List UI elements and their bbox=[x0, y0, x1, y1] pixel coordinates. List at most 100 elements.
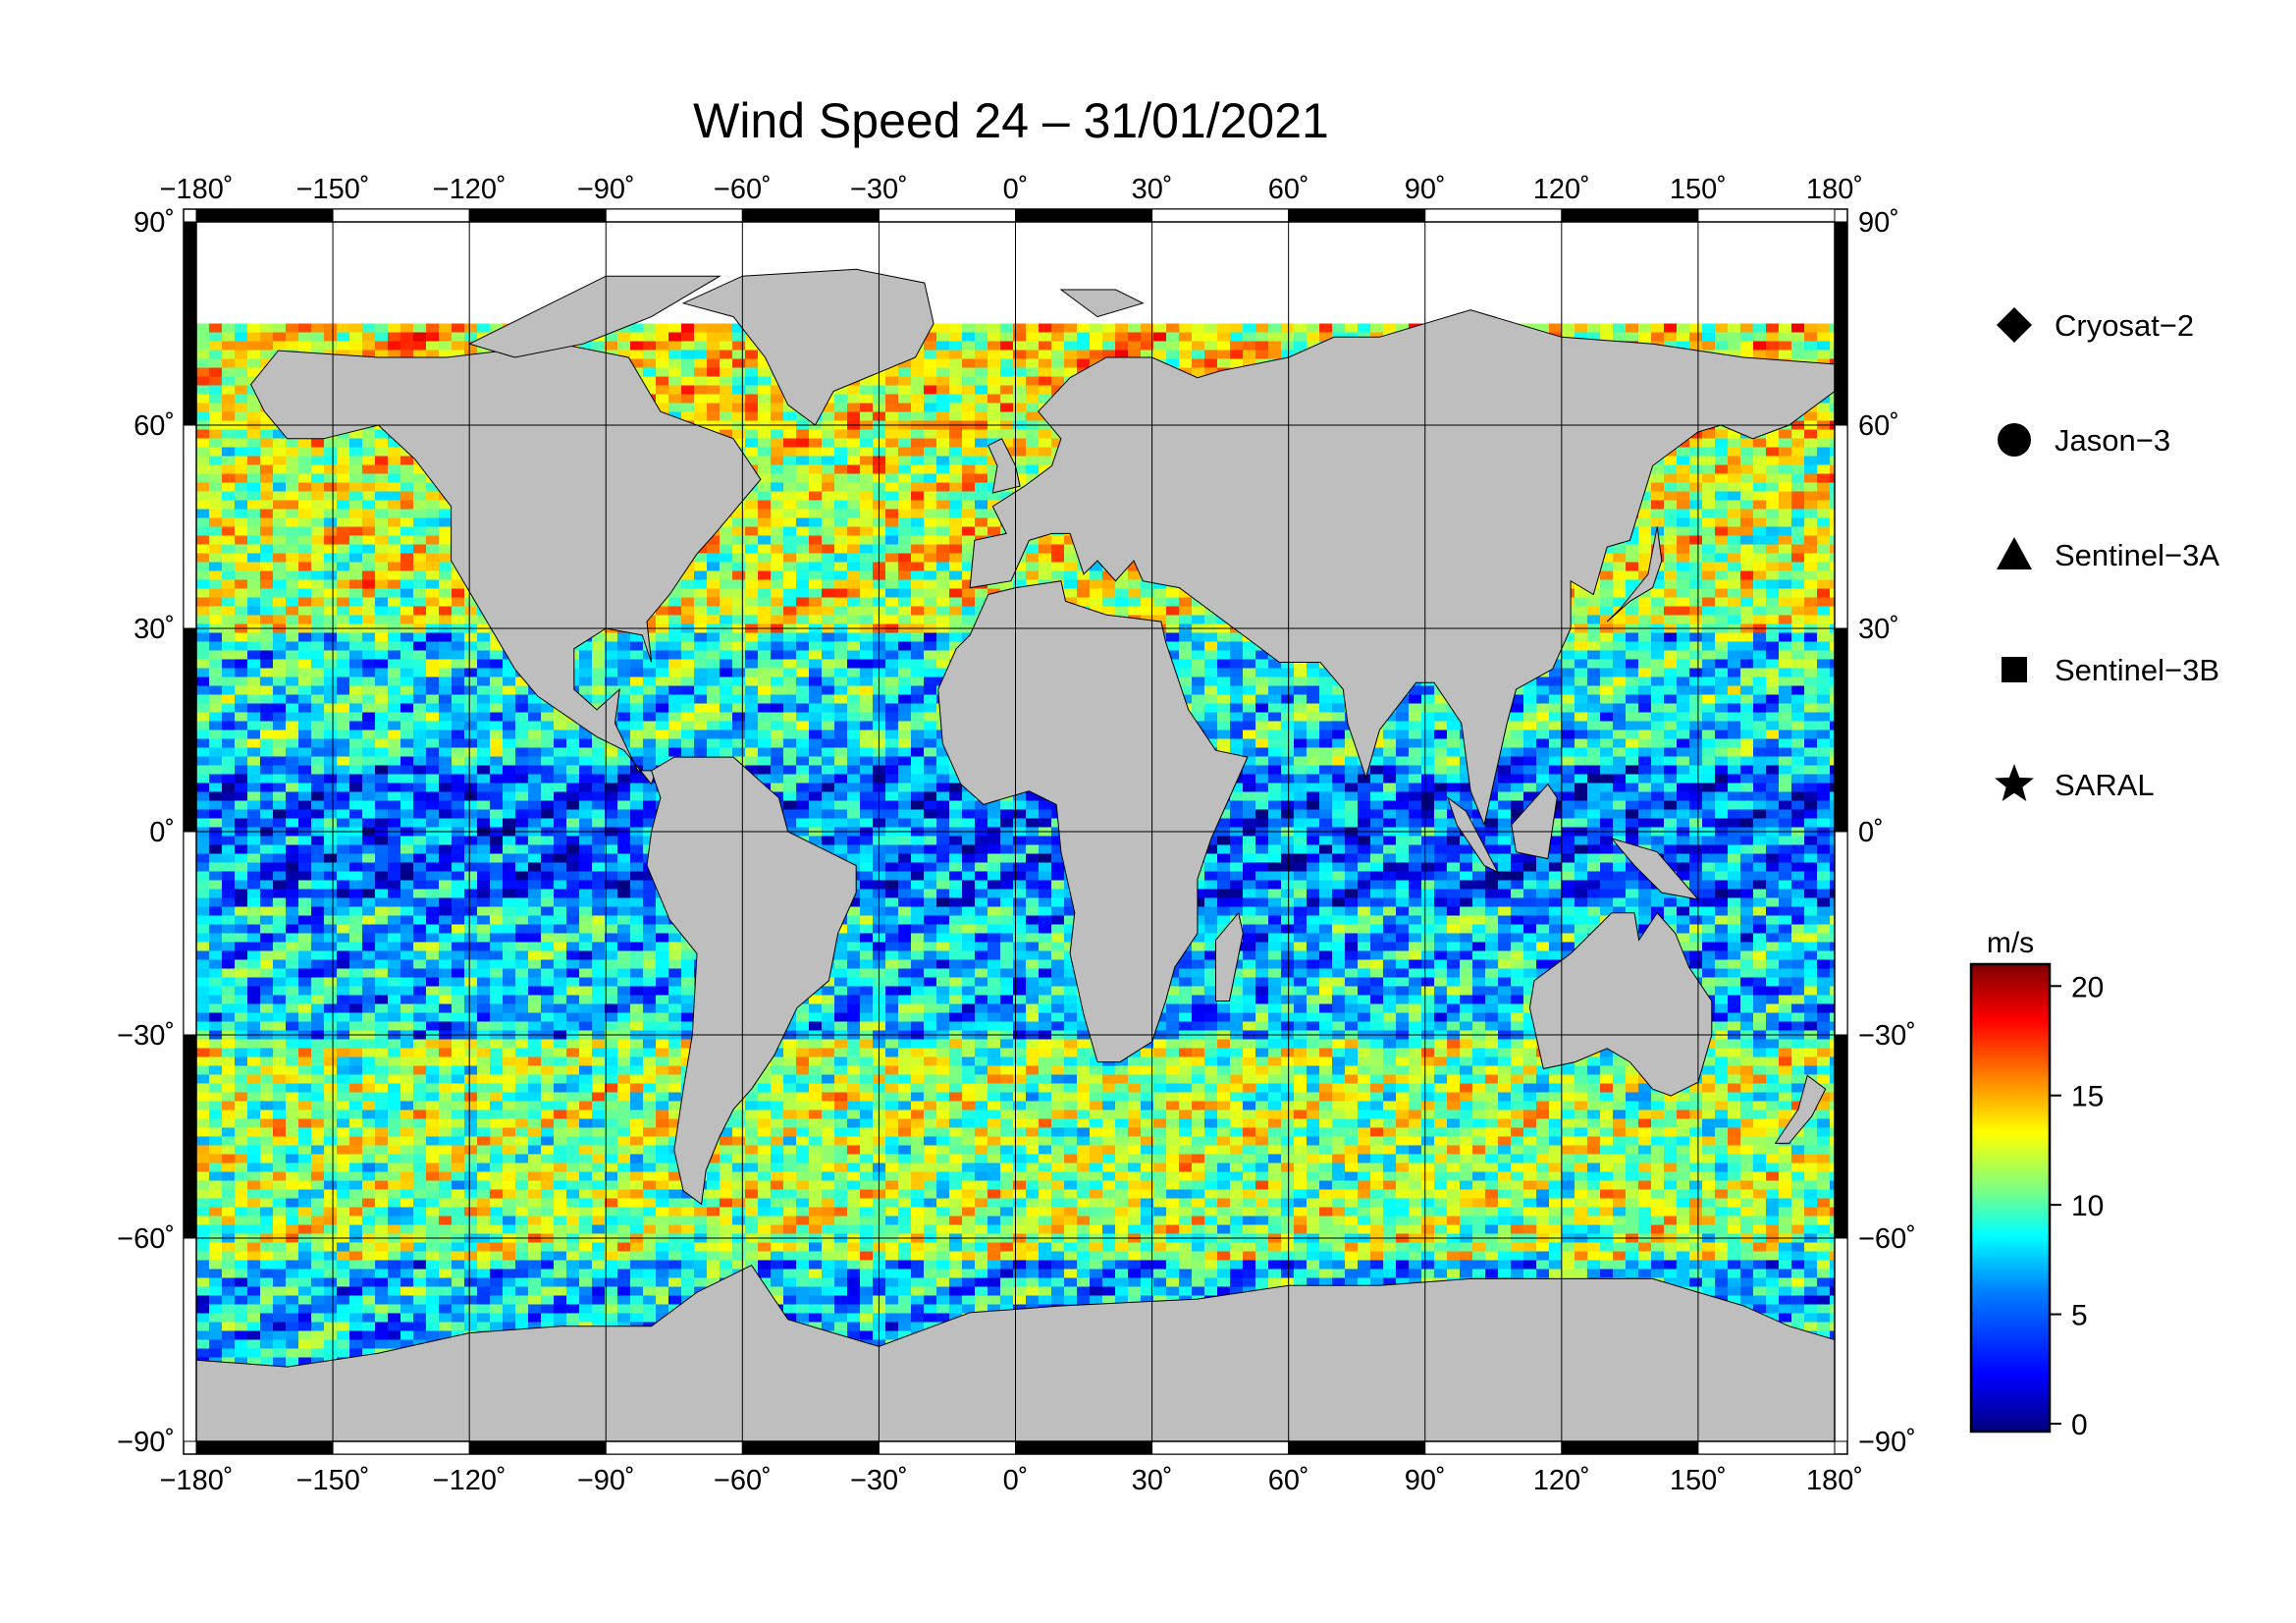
wind-speed-cell bbox=[1817, 606, 1831, 617]
wind-speed-cell bbox=[1804, 447, 1818, 458]
wind-speed-cell bbox=[1613, 650, 1627, 661]
wind-speed-cell bbox=[413, 491, 427, 502]
wind-speed-cell bbox=[1319, 332, 1333, 343]
wind-speed-cell bbox=[936, 341, 950, 352]
wind-speed-cell bbox=[924, 429, 937, 440]
wind-speed-cell bbox=[911, 350, 925, 360]
wind-speed-cell bbox=[885, 411, 899, 422]
wind-speed-cell bbox=[464, 332, 478, 343]
wind-speed-cell bbox=[936, 659, 950, 670]
wind-speed-cell bbox=[1166, 650, 1180, 661]
wind-speed-cell bbox=[298, 659, 312, 670]
wind-speed-cell bbox=[732, 650, 746, 661]
wind-speed-cell bbox=[1026, 341, 1040, 352]
wind-speed-cell bbox=[222, 641, 236, 652]
wind-speed-cell bbox=[681, 615, 695, 625]
wind-speed-cell bbox=[209, 535, 223, 546]
wind-speed-cell bbox=[1766, 464, 1780, 475]
wind-speed-cell bbox=[732, 341, 746, 352]
wind-speed-cell bbox=[1817, 579, 1831, 590]
wind-speed-cell bbox=[235, 491, 248, 502]
wind-speed-cell bbox=[936, 606, 950, 617]
wind-speed-cell bbox=[1626, 562, 1639, 572]
wind-speed-cell bbox=[1740, 456, 1754, 466]
wind-speed-cell bbox=[809, 473, 823, 484]
wind-speed-cell bbox=[988, 456, 1001, 466]
wind-speed-cell bbox=[1587, 597, 1601, 608]
wind-speed-cell bbox=[720, 526, 733, 537]
wind-speed-cell bbox=[235, 500, 248, 511]
wind-speed-cell bbox=[1664, 526, 1678, 537]
wind-speed-cell bbox=[337, 332, 350, 343]
wind-speed-cell bbox=[988, 394, 1001, 405]
wind-speed-cell bbox=[707, 411, 721, 422]
wind-speed-cell bbox=[464, 341, 478, 352]
wind-speed-cell bbox=[898, 482, 912, 493]
wind-speed-cell bbox=[388, 456, 401, 466]
wind-speed-cell bbox=[196, 350, 210, 360]
wind-speed-cell bbox=[1740, 526, 1754, 537]
wind-speed-cell bbox=[1115, 606, 1129, 617]
wind-speed-cell bbox=[400, 641, 414, 652]
wind-speed-cell bbox=[1179, 350, 1193, 360]
wind-speed-cell bbox=[222, 579, 236, 590]
wind-speed-cell bbox=[1779, 544, 1792, 555]
wind-speed-cell bbox=[694, 606, 708, 617]
wind-speed-cell bbox=[1715, 544, 1729, 555]
wind-speed-cell bbox=[707, 615, 721, 625]
wind-speed-cell bbox=[898, 438, 912, 449]
wind-speed-cell bbox=[924, 650, 937, 661]
wind-speed-cell bbox=[962, 367, 976, 378]
wind-speed-cell bbox=[337, 491, 350, 502]
wind-speed-cell bbox=[1600, 606, 1614, 617]
wind-speed-cell bbox=[1766, 641, 1780, 652]
wind-speed-cell bbox=[1651, 606, 1665, 617]
wind-speed-cell bbox=[975, 394, 988, 405]
wind-speed-cell bbox=[1153, 332, 1167, 343]
wind-speed-cell bbox=[1013, 438, 1027, 449]
wind-speed-cell bbox=[988, 403, 1001, 413]
wind-speed-cell bbox=[1715, 332, 1729, 343]
wind-speed-cell bbox=[885, 588, 899, 599]
wind-speed-cell bbox=[1294, 341, 1308, 352]
wind-speed-cell bbox=[286, 526, 299, 537]
wind-speed-cell bbox=[324, 588, 338, 599]
wind-speed-cell bbox=[949, 464, 963, 475]
wind-speed-cell bbox=[298, 517, 312, 528]
wind-speed-cell bbox=[1281, 332, 1295, 343]
wind-speed-cell bbox=[681, 641, 695, 652]
wind-speed-cell bbox=[898, 473, 912, 484]
wind-speed-cell bbox=[1600, 570, 1614, 581]
wind-speed-cell bbox=[235, 544, 248, 555]
wind-speed-cell bbox=[758, 358, 772, 369]
wind-speed-cell bbox=[707, 562, 721, 572]
wind-speed-cell bbox=[375, 500, 389, 511]
wind-speed-cell bbox=[630, 332, 644, 343]
wind-speed-cell bbox=[783, 447, 797, 458]
wind-speed-cell bbox=[924, 332, 937, 343]
wind-speed-cell bbox=[286, 606, 299, 617]
wind-speed-cell bbox=[1728, 632, 1741, 643]
wind-speed-cell bbox=[745, 553, 759, 564]
wind-speed-cell bbox=[681, 332, 695, 343]
wind-speed-cell bbox=[1689, 535, 1703, 546]
wind-speed-cell bbox=[426, 482, 440, 493]
wind-speed-cell bbox=[1651, 491, 1665, 502]
wind-speed-cell bbox=[349, 606, 363, 617]
wind-speed-cell bbox=[439, 606, 453, 617]
wind-speed-cell bbox=[732, 535, 746, 546]
wind-speed-cell bbox=[235, 350, 248, 360]
wind-speed-cell bbox=[1000, 394, 1014, 405]
wind-speed-cell bbox=[260, 535, 274, 546]
wind-speed-cell bbox=[1039, 447, 1052, 458]
wind-speed-cell bbox=[464, 641, 478, 652]
wind-speed-cell bbox=[1600, 632, 1614, 643]
wind-speed-cell bbox=[911, 403, 925, 413]
wind-speed-cell bbox=[1804, 429, 1818, 440]
wind-speed-cell bbox=[349, 332, 363, 343]
wind-speed-cell bbox=[745, 606, 759, 617]
wind-speed-cell bbox=[694, 323, 708, 334]
wind-speed-cell bbox=[809, 438, 823, 449]
wind-speed-cell bbox=[196, 562, 210, 572]
wind-speed-cell bbox=[452, 323, 465, 334]
